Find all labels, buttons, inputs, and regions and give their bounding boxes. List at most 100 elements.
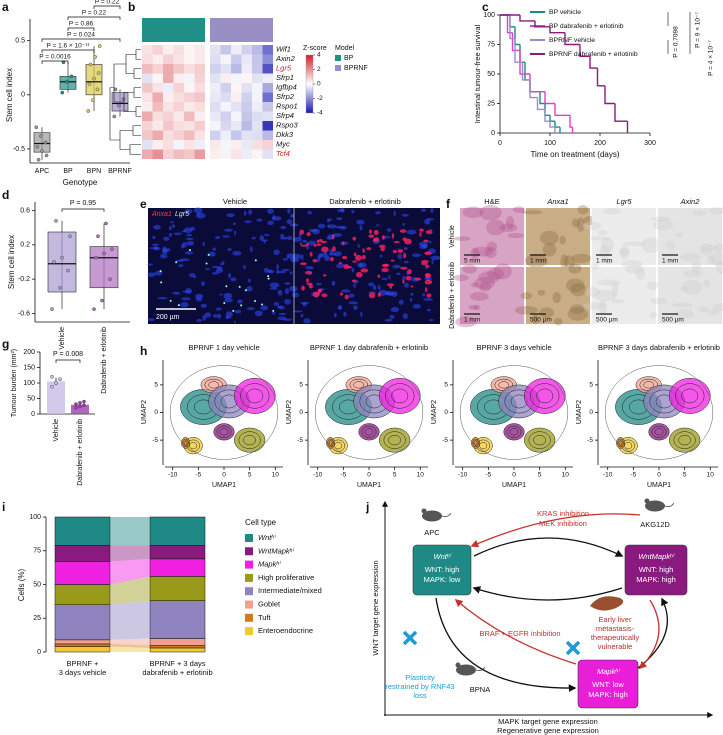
condition-label: Dabrafenib + erlotinib [329, 197, 401, 206]
heat-cell [163, 121, 174, 131]
arrow [473, 537, 624, 557]
nuclei [246, 286, 253, 292]
nuclei [193, 275, 197, 279]
tissue-texture [664, 240, 676, 250]
anxa1-signal [352, 260, 357, 263]
heat-cell [252, 111, 263, 121]
legend-label: Intermediate/mixed [258, 586, 322, 595]
heat-cell [184, 73, 195, 83]
anxa1-signal [425, 264, 430, 268]
anxa1-signal [313, 243, 317, 247]
model-label: APC [424, 528, 440, 537]
legend-label: WntMapkʰⁱ [258, 546, 295, 555]
nuclei [243, 210, 247, 216]
stacked-bar [149, 638, 206, 646]
panel-label: c [482, 0, 489, 14]
heat-cell [220, 121, 231, 131]
nuclei [185, 288, 192, 295]
nuclei [234, 309, 242, 314]
state-box [624, 544, 688, 596]
heat-cell [262, 45, 273, 55]
p-value: P = 0.22 [82, 10, 107, 17]
heat-cell [252, 102, 263, 112]
nuclei [153, 224, 161, 230]
anxa1-signal [309, 251, 313, 257]
inhibition-arrow [454, 598, 577, 665]
survival-step [604, 85, 615, 105]
x-tick-label: 10 [562, 472, 570, 479]
anxa1-signal [373, 229, 379, 236]
heat-cell [210, 130, 221, 140]
condition-label: Vehicle [223, 197, 247, 206]
nuclei [312, 228, 320, 235]
lgr5-signal [254, 299, 257, 302]
heat-cell [173, 83, 184, 93]
x-tick-label: BP [63, 168, 73, 175]
heat-cell [173, 111, 184, 121]
stain-label: Anxa1 [151, 211, 172, 218]
umap-contour [240, 383, 270, 409]
point [82, 399, 86, 404]
nuclei [353, 282, 356, 289]
heat-cell [252, 140, 263, 150]
heat-cell [252, 54, 263, 64]
heat-cell [220, 45, 231, 55]
legend-label: BPRNF vehicle [549, 37, 595, 44]
flow [110, 643, 150, 648]
nuclei [163, 236, 170, 241]
treatment-label: KRAS inhibition [537, 509, 589, 518]
umap-contour [213, 423, 235, 441]
heat-cell [231, 54, 242, 64]
survival-step [519, 15, 535, 22]
heat-cell [210, 149, 221, 159]
lgr5-signal [223, 302, 226, 305]
heat-cell [163, 130, 174, 140]
nuclei [302, 302, 307, 307]
point [100, 298, 104, 303]
tissue-texture [484, 246, 497, 259]
p-value: P = 0.024 [67, 32, 95, 39]
nuclei [197, 213, 200, 216]
nuclei [431, 259, 434, 265]
tissue-texture [570, 283, 587, 297]
x-axis-label: UMAP1 [212, 482, 236, 489]
panel-label: h [140, 344, 147, 358]
y-tick-label: 100 [23, 380, 35, 387]
nuclei [232, 222, 236, 226]
anxa1-signal [341, 241, 345, 246]
point [113, 87, 118, 92]
nuclei [338, 208, 345, 213]
nuclei [289, 285, 298, 292]
x-tick-label: APC [35, 168, 49, 175]
heat-cell [262, 83, 273, 93]
heat-cell [210, 73, 221, 83]
umap-contour [234, 427, 266, 453]
anxa1-signal [306, 242, 309, 246]
heat-cell [210, 45, 221, 55]
nuclei [403, 260, 409, 264]
nuclei [232, 250, 242, 256]
nuclei [397, 253, 403, 259]
dendrogram [113, 63, 126, 103]
anxa1-signal [368, 292, 376, 299]
legend-label: BP dabrafenib + erlotinib [549, 23, 624, 30]
point [35, 144, 40, 149]
y-tick-label: 0 [299, 409, 303, 416]
panel-label: a [2, 0, 9, 14]
tissue-texture [499, 223, 518, 233]
heat-cell [173, 92, 184, 102]
state-text: WNT: high [425, 565, 460, 574]
y-tick-label: 0 [21, 92, 25, 99]
tissue-texture [537, 289, 546, 296]
lgr5-signal [160, 281, 163, 284]
stacked-bar [54, 604, 111, 641]
umap-contour [509, 428, 519, 436]
tissue-texture [647, 280, 659, 290]
legend-swatch [245, 613, 253, 622]
nuclei [377, 285, 381, 291]
model-label: BPNA [470, 685, 490, 694]
nuclei [227, 248, 232, 251]
lgr5-signal [207, 253, 210, 256]
tissue-texture [565, 278, 585, 293]
y-tick-label: 5 [299, 382, 303, 389]
